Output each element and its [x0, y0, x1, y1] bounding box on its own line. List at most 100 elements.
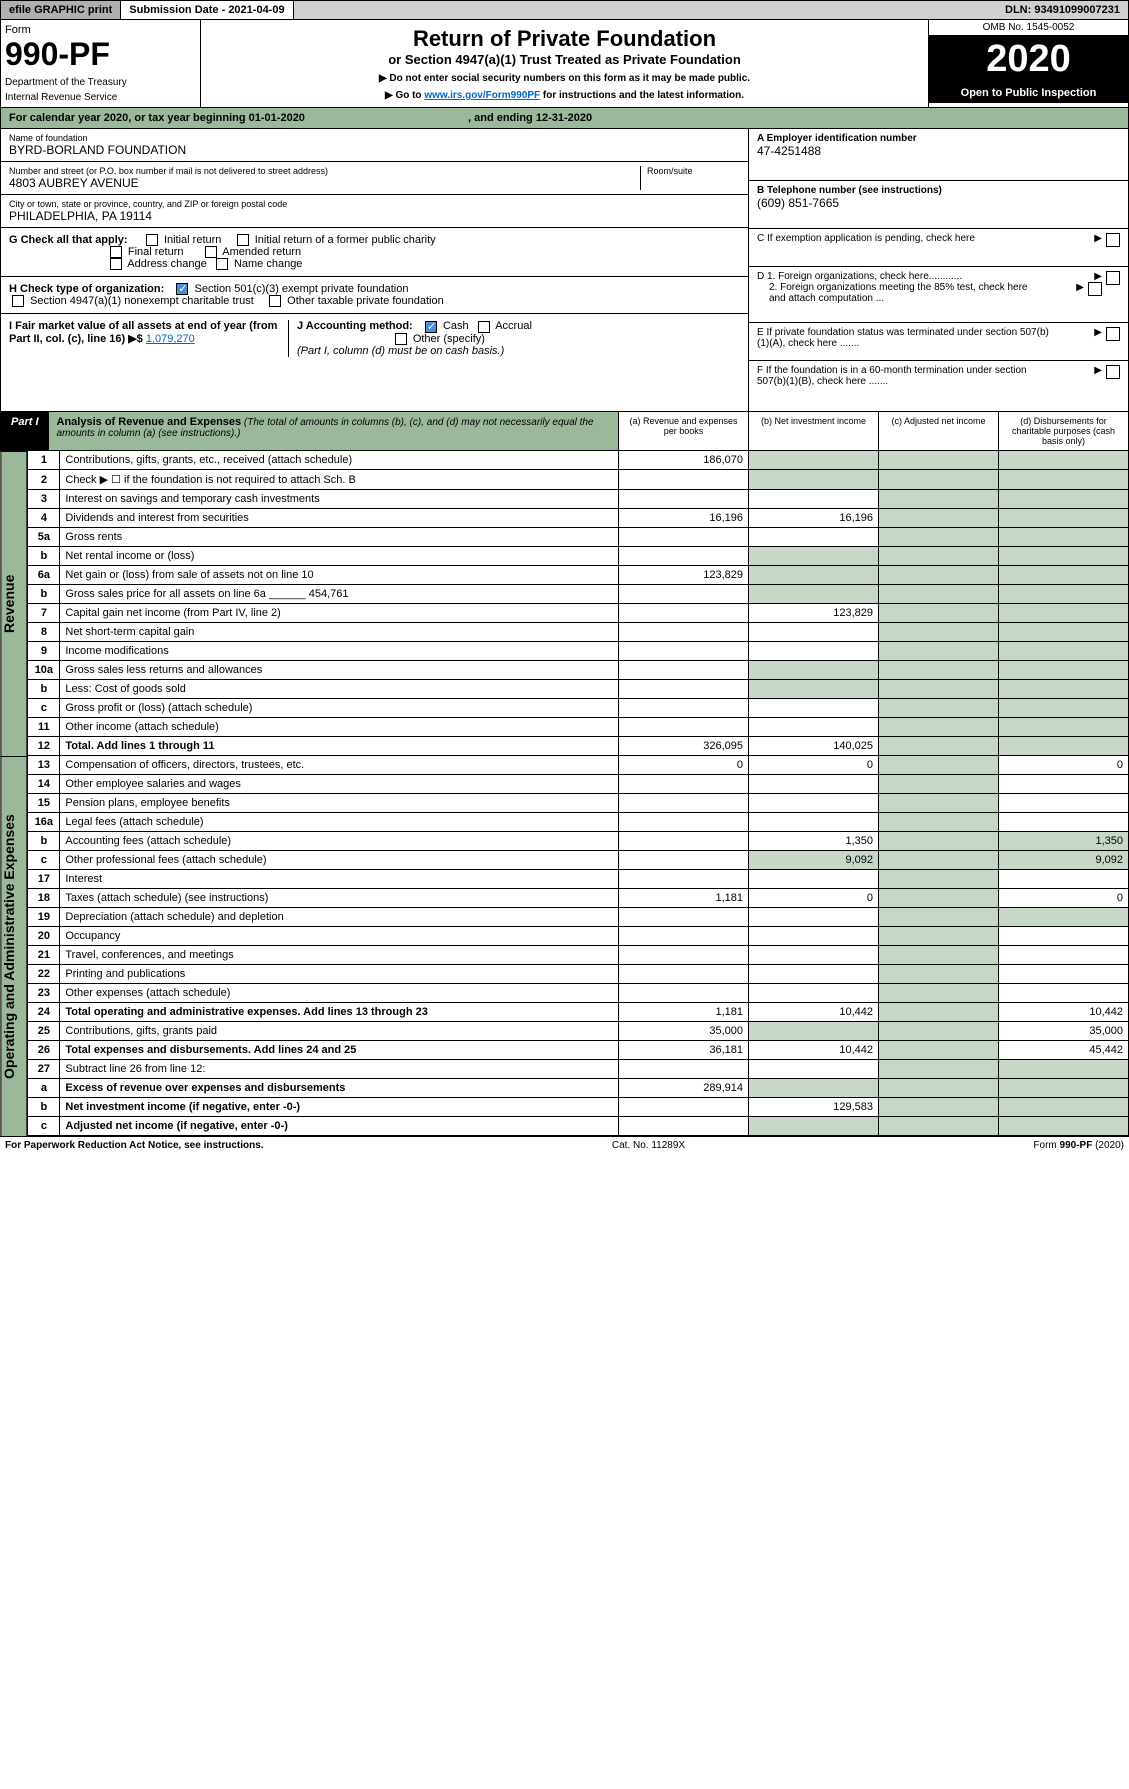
line-number: 19	[28, 908, 60, 927]
other-method-cb[interactable]	[395, 333, 407, 345]
dln-number: DLN: 93491099007231	[997, 1, 1128, 19]
part1-header: Part I Analysis of Revenue and Expenses …	[0, 412, 1129, 451]
col-a-value	[619, 908, 749, 927]
initial-former-cb[interactable]	[237, 234, 249, 246]
col-c-value	[879, 984, 999, 1003]
room-label: Room/suite	[647, 166, 740, 176]
col-a-value	[619, 927, 749, 946]
revenue-label: Revenue	[0, 451, 27, 756]
col-b-value	[749, 1060, 879, 1079]
col-b-value	[749, 1117, 879, 1136]
f-checkbox[interactable]	[1106, 365, 1120, 379]
col-c-value	[879, 470, 999, 490]
table-row: 23Other expenses (attach schedule)	[28, 984, 1129, 1003]
col-c-value	[879, 1022, 999, 1041]
col-a-value	[619, 984, 749, 1003]
col-a-value	[619, 528, 749, 547]
table-row: 14Other employee salaries and wages	[28, 775, 1129, 794]
col-c-value	[879, 509, 999, 528]
line-number: a	[28, 1079, 60, 1098]
form-label: Form	[5, 24, 196, 36]
col-c-value	[879, 851, 999, 870]
col-c-value	[879, 870, 999, 889]
col-a-value: 16,196	[619, 509, 749, 528]
line-text: Capital gain net income (from Part IV, l…	[60, 604, 619, 623]
table-row: 15Pension plans, employee benefits	[28, 794, 1129, 813]
line-number: 4	[28, 509, 60, 528]
tax-year: 2020	[929, 36, 1128, 83]
col-c-value	[879, 585, 999, 604]
col-b-value: 9,092	[749, 851, 879, 870]
line-text: Contributions, gifts, grants, etc., rece…	[60, 451, 619, 470]
final-return-cb[interactable]	[110, 246, 122, 258]
col-a-value	[619, 470, 749, 490]
col-a-value	[619, 547, 749, 566]
col-b-value	[749, 1022, 879, 1041]
initial-return-cb[interactable]	[146, 234, 158, 246]
line-number: 1	[28, 451, 60, 470]
col-a-value	[619, 490, 749, 509]
col-c-value	[879, 832, 999, 851]
col-a-value	[619, 851, 749, 870]
line-number: 10a	[28, 661, 60, 680]
col-c-value	[879, 1098, 999, 1117]
addr-change-cb[interactable]	[110, 258, 122, 270]
accrual-cb[interactable]	[478, 321, 490, 333]
col-c-value	[879, 1003, 999, 1022]
table-row: bNet rental income or (loss)	[28, 547, 1129, 566]
table-row: bLess: Cost of goods sold	[28, 680, 1129, 699]
irs-link[interactable]: www.irs.gov/Form990PF	[424, 90, 540, 101]
col-d-value	[999, 604, 1129, 623]
col-c-value	[879, 794, 999, 813]
col-d-value	[999, 509, 1129, 528]
line-number: b	[28, 1098, 60, 1117]
e-checkbox[interactable]	[1106, 327, 1120, 341]
col-b-value	[749, 984, 879, 1003]
col-d-value	[999, 965, 1129, 984]
paperwork-notice: For Paperwork Reduction Act Notice, see …	[5, 1140, 264, 1151]
name-change-cb[interactable]	[216, 258, 228, 270]
table-row: 16aLegal fees (attach schedule)	[28, 813, 1129, 832]
line-text: Legal fees (attach schedule)	[60, 813, 619, 832]
col-d-value	[999, 490, 1129, 509]
c-checkbox[interactable]	[1106, 233, 1120, 247]
table-row: 20Occupancy	[28, 927, 1129, 946]
501c3-cb[interactable]	[176, 283, 188, 295]
line-text: Gross profit or (loss) (attach schedule)	[60, 699, 619, 718]
col-b-value	[749, 547, 879, 566]
table-row: 3Interest on savings and temporary cash …	[28, 490, 1129, 509]
other-tax-cb[interactable]	[269, 295, 281, 307]
col-b-value	[749, 870, 879, 889]
table-row: 13Compensation of officers, directors, t…	[28, 756, 1129, 775]
col-b-value	[749, 946, 879, 965]
line-text: Dividends and interest from securities	[60, 509, 619, 528]
cash-cb[interactable]	[425, 321, 437, 333]
col-d-value: 10,442	[999, 1003, 1129, 1022]
col-a-value	[619, 623, 749, 642]
efile-button[interactable]: efile GRAPHIC print	[1, 1, 121, 19]
table-row: bAccounting fees (attach schedule)1,3501…	[28, 832, 1129, 851]
table-row: 25Contributions, gifts, grants paid35,00…	[28, 1022, 1129, 1041]
d1-checkbox[interactable]	[1106, 271, 1120, 285]
d2-checkbox[interactable]	[1088, 282, 1102, 296]
line-number: 15	[28, 794, 60, 813]
line-text: Other income (attach schedule)	[60, 718, 619, 737]
line-number: b	[28, 832, 60, 851]
table-row: 7Capital gain net income (from Part IV, …	[28, 604, 1129, 623]
col-d-value	[999, 566, 1129, 585]
col-b-value: 16,196	[749, 509, 879, 528]
col-d-value	[999, 984, 1129, 1003]
ssn-note: ▶ Do not enter social security numbers o…	[207, 73, 922, 84]
col-a-value	[619, 775, 749, 794]
line-text: Total operating and administrative expen…	[60, 1003, 619, 1022]
col-b-value	[749, 490, 879, 509]
col-d-value	[999, 718, 1129, 737]
line-number: b	[28, 680, 60, 699]
col-a-value: 326,095	[619, 737, 749, 756]
amended-cb[interactable]	[205, 246, 217, 258]
line-number: 23	[28, 984, 60, 1003]
col-b-value: 1,350	[749, 832, 879, 851]
line-number: 25	[28, 1022, 60, 1041]
4947-cb[interactable]	[12, 295, 24, 307]
line-text: Other employee salaries and wages	[60, 775, 619, 794]
